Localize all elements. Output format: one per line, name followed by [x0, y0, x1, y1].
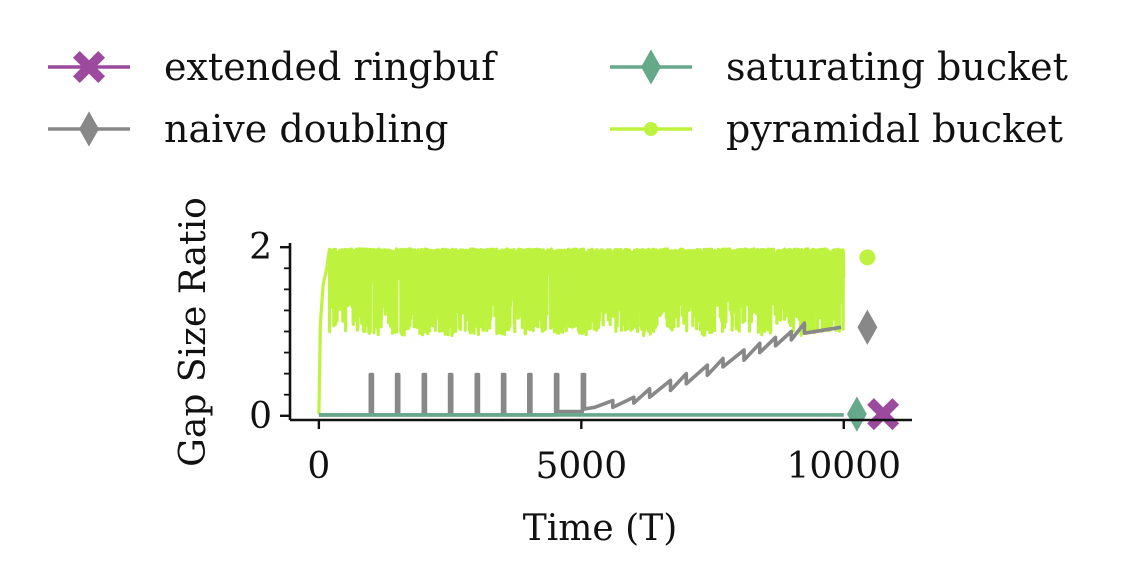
legend: extended ringbuf naive doubling saturating… — [48, 45, 1068, 151]
series-line-naive-doubling — [318, 321, 842, 417]
legend-marker — [79, 111, 99, 147]
legend-item-naive-doubling: naive doubling — [48, 107, 448, 151]
legend-label: pyramidal bucket — [726, 107, 1063, 151]
legend-label: saturating bucket — [726, 45, 1068, 89]
legend-label: extended ringbuf — [164, 45, 498, 89]
end-marker-extended-ringbuf — [867, 398, 900, 431]
end-marker-naive-doubling — [857, 309, 878, 345]
x-tick-label: 5000 — [536, 446, 628, 487]
series-line-pyramidal-bucket — [317, 247, 846, 415]
legend-item-pyramidal-bucket: pyramidal bucket — [610, 107, 1063, 151]
legend-label: naive doubling — [164, 107, 448, 151]
legend-marker — [641, 49, 661, 85]
legend-item-saturating-bucket: saturating bucket — [610, 45, 1068, 89]
axes: 0 5000 10000 0 2 — [249, 227, 912, 487]
y-tick-label: 2 — [249, 227, 272, 268]
legend-marker — [644, 122, 658, 136]
y-tick-label: 0 — [249, 396, 272, 437]
end-marker-pyramidal-bucket — [859, 249, 876, 266]
y-axis-label: Gap Size Ratio — [173, 197, 214, 467]
x-tick-label: 10000 — [786, 446, 901, 487]
x-tick-label: 0 — [307, 446, 330, 487]
end-marker-saturating-bucket — [846, 396, 867, 432]
x-axis-label: Time (T) — [523, 508, 678, 549]
plot-area — [317, 247, 900, 432]
legend-marker — [73, 51, 105, 83]
legend-item-extended-ringbuf: extended ringbuf — [48, 45, 498, 89]
